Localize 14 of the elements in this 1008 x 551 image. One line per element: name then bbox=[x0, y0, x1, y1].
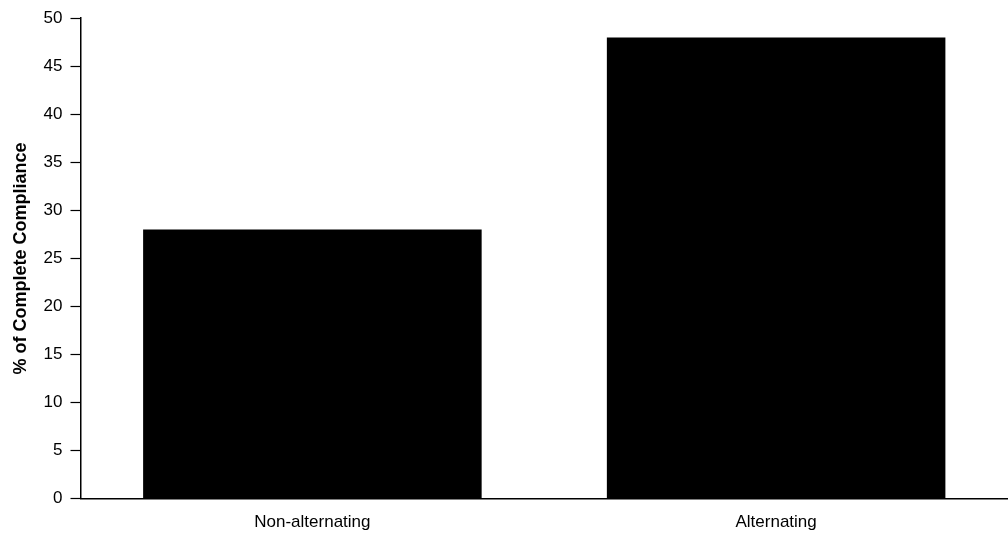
x-tick-label: Alternating bbox=[735, 512, 817, 532]
y-tick-label: 10 bbox=[43, 392, 63, 412]
y-tick-label: 0 bbox=[53, 488, 63, 508]
y-axis-title: % of Complete Compliance bbox=[9, 142, 30, 375]
x-tick-label: Non-alternating bbox=[254, 512, 371, 532]
y-tick-label: 50 bbox=[43, 7, 63, 27]
y-tick-label: 20 bbox=[43, 296, 63, 316]
y-tick-label: 45 bbox=[43, 55, 63, 75]
y-tick-label: 15 bbox=[43, 344, 63, 364]
y-tick-label: 30 bbox=[43, 200, 63, 220]
y-tick-label: 40 bbox=[43, 103, 63, 123]
y-tick-label: 5 bbox=[53, 440, 63, 460]
y-tick-label: 25 bbox=[43, 248, 63, 268]
y-tick-label: 35 bbox=[43, 152, 63, 172]
